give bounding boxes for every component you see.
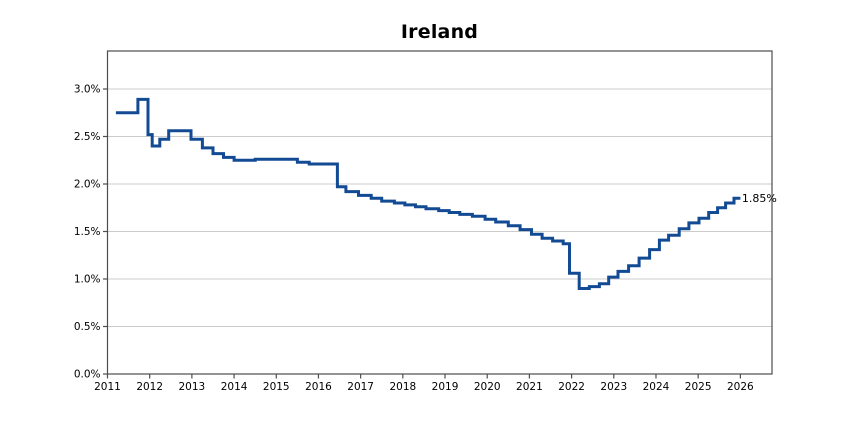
end-value-label: 1.85% [742, 192, 777, 205]
x-tick-label: 2012 [136, 381, 163, 393]
y-tick-label: 0.0% [74, 369, 101, 381]
x-tick-label: 2022 [558, 381, 585, 393]
x-tick-label: 2020 [474, 381, 501, 393]
x-tick-label: 2011 [94, 381, 121, 393]
series-line-ireland [115, 97, 741, 290]
x-tick-label: 2026 [727, 381, 754, 393]
y-tick-label: 1.5% [74, 226, 101, 238]
y-tick-label: 2.5% [74, 131, 101, 143]
plot-border [106, 50, 773, 375]
y-tick-label: 2.0% [74, 179, 101, 191]
x-tick-label: 2016 [305, 381, 332, 393]
y-tick-label: 3.0% [74, 84, 101, 96]
x-tick-label: 2024 [643, 381, 670, 393]
y-tick-label: 0.5% [74, 321, 101, 333]
x-tick-label: 2025 [685, 381, 712, 393]
x-tick-label: 2021 [516, 381, 543, 393]
x-tick-label: 2018 [389, 381, 416, 393]
x-tick-label: 2019 [432, 381, 459, 393]
x-tick-label: 2015 [263, 381, 290, 393]
x-tick-label: 2014 [221, 381, 248, 393]
chart-title: Ireland [400, 21, 479, 43]
y-tick-label: 1.0% [74, 274, 101, 286]
x-tick-label: 2017 [347, 381, 374, 393]
x-tick-label: 2013 [179, 381, 206, 393]
x-tick-label: 2023 [600, 381, 627, 393]
